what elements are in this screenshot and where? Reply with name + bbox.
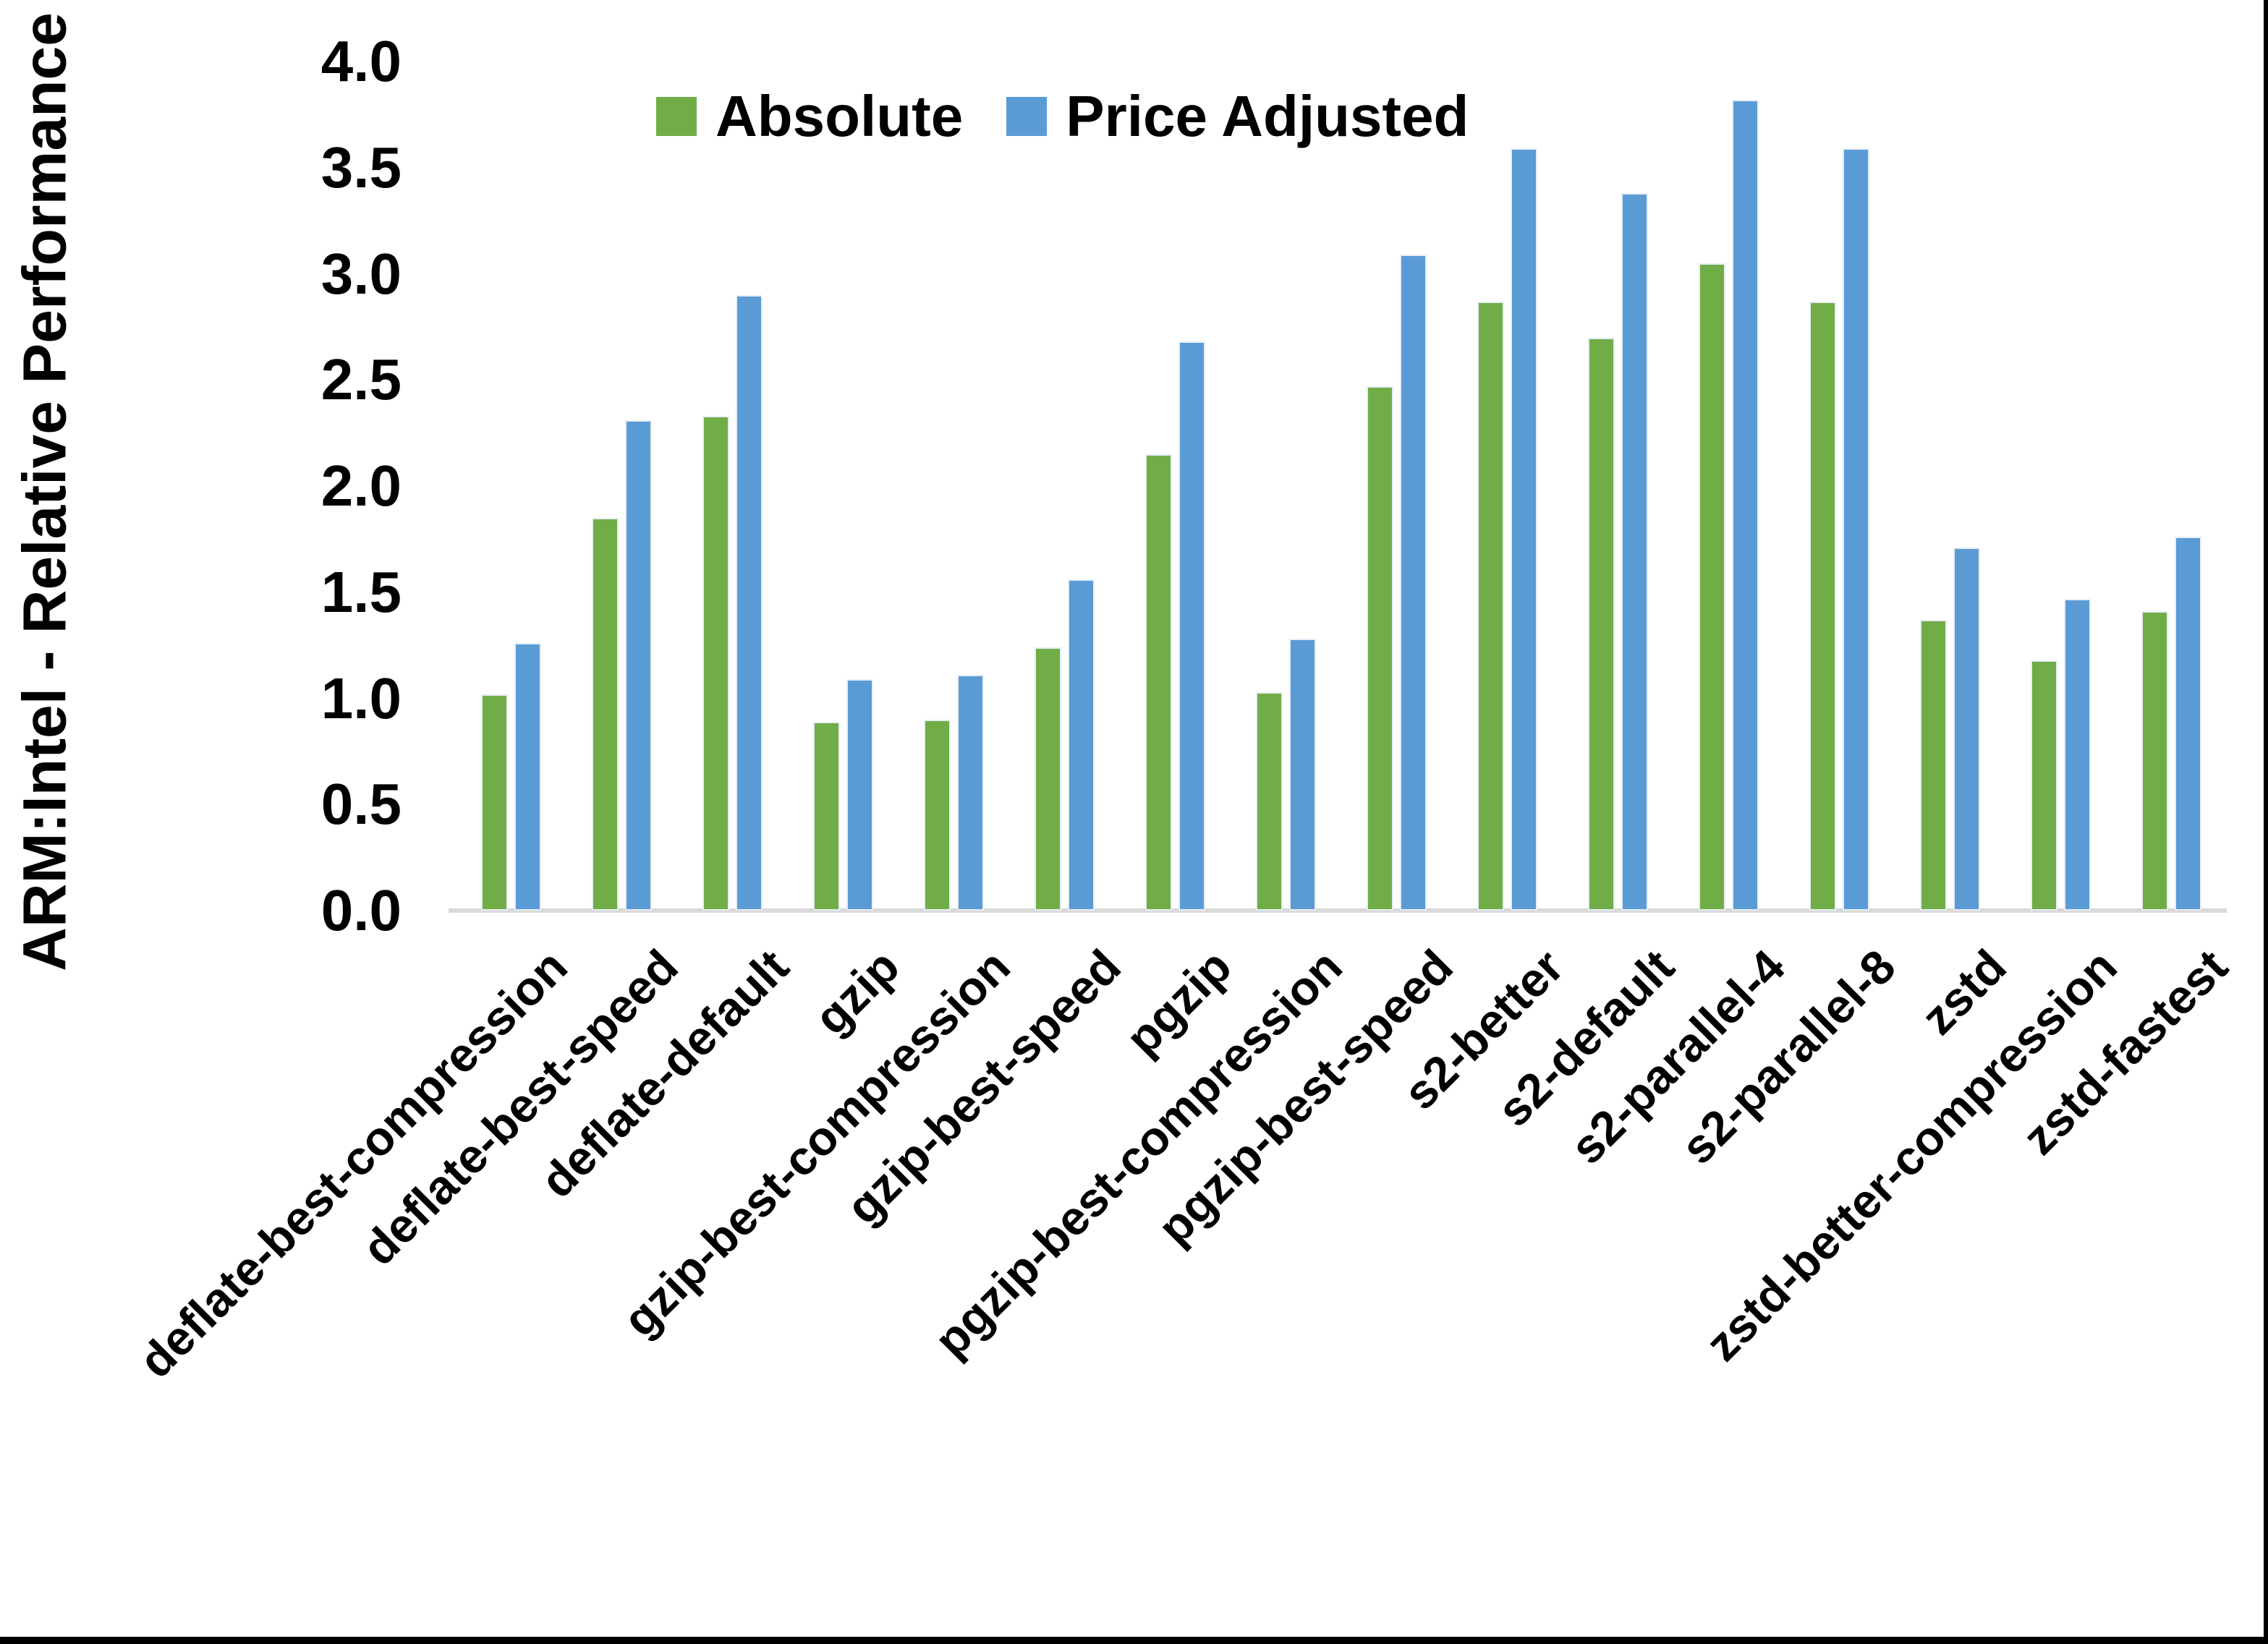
bar-pgzip-price-adjusted <box>1178 341 1205 911</box>
y-tick-1.5: 1.5 <box>320 559 402 624</box>
bar-gzip-best-compression-price-adjusted <box>957 675 984 911</box>
bar-s2-default-price-adjusted <box>1621 193 1648 911</box>
bar-deflate-default-price-adjusted <box>736 295 763 911</box>
bar-s2-parallel-4-absolute <box>1699 263 1725 911</box>
bar-gzip-price-adjusted <box>846 679 873 911</box>
absolute-series-swatch <box>656 97 697 136</box>
bar-zstd-absolute <box>1920 620 1947 911</box>
bar-gzip-best-speed-absolute <box>1035 647 1061 911</box>
bar-pgzip-best-speed-absolute <box>1367 386 1393 911</box>
bottom-border <box>0 1637 2268 1644</box>
bar-s2-parallel-4-price-adjusted <box>1732 100 1759 911</box>
bar-zstd-price-adjusted <box>1953 548 1980 911</box>
bar-s2-better-price-adjusted <box>1511 148 1537 911</box>
bar-gzip-best-speed-price-adjusted <box>1068 579 1095 911</box>
bar-pgzip-best-compression-absolute <box>1256 692 1283 911</box>
y-tick-3.0: 3.0 <box>320 241 402 306</box>
bar-deflate-default-absolute <box>702 416 729 911</box>
bar-gzip-absolute <box>813 722 840 911</box>
price-adjusted-series-swatch <box>1006 97 1048 136</box>
absolute-series-label: Absolute <box>715 84 964 148</box>
bar-zstd-fastest-price-adjusted <box>2175 537 2201 911</box>
bar-s2-better-absolute <box>1477 302 1504 911</box>
y-tick-3.5: 3.5 <box>320 135 402 200</box>
bar-zstd-better-compression-absolute <box>2031 660 2057 911</box>
y-tick-2.5: 2.5 <box>320 347 402 412</box>
bar-pgzip-absolute <box>1145 454 1172 911</box>
bar-deflate-best-compression-absolute <box>481 694 508 911</box>
legend: Absolute Price Adjusted <box>656 85 1469 148</box>
bar-s2-parallel-8-absolute <box>1809 302 1836 911</box>
bar-deflate-best-speed-price-adjusted <box>625 420 652 911</box>
bar-zstd-fastest-absolute <box>2141 611 2168 911</box>
bar-pgzip-best-speed-price-adjusted <box>1400 255 1427 911</box>
y-axis-title: ARM:Intel - Relative Performance <box>10 12 79 971</box>
bar-deflate-best-speed-absolute <box>592 518 619 911</box>
x-axis-line <box>449 908 2227 913</box>
bar-gzip-best-compression-absolute <box>924 720 951 911</box>
right-border <box>2264 0 2268 1644</box>
legend-entry-price-adjusted: Price Adjusted <box>1006 85 1469 148</box>
legend-entry-absolute: Absolute <box>656 85 963 148</box>
bar-pgzip-best-compression-price-adjusted <box>1289 639 1316 911</box>
y-tick-4.0: 4.0 <box>320 29 402 93</box>
y-tick-0.0: 0.0 <box>320 878 402 942</box>
bar-s2-default-absolute <box>1588 338 1615 911</box>
y-tick-2.0: 2.0 <box>320 453 402 518</box>
bar-deflate-best-compression-price-adjusted <box>514 643 541 911</box>
price-adjusted-series-label: Price Adjusted <box>1066 84 1469 148</box>
y-tick-1.0: 1.0 <box>320 665 402 731</box>
y-tick-0.5: 0.5 <box>320 772 402 837</box>
bar-zstd-better-compression-price-adjusted <box>2064 599 2091 911</box>
bar-s2-parallel-8-price-adjusted <box>1843 148 1869 911</box>
